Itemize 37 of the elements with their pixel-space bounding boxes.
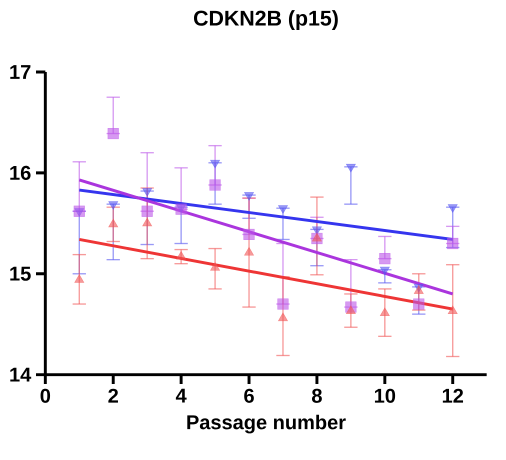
point <box>278 312 288 322</box>
point <box>142 188 152 197</box>
point <box>244 192 254 201</box>
point <box>142 206 153 217</box>
x-tick-label: 0 <box>40 388 50 403</box>
point <box>244 246 254 256</box>
point <box>176 251 186 260</box>
y-tick-label: 14 <box>10 368 32 382</box>
y-tick-label: 17 <box>10 65 30 79</box>
point <box>413 298 424 310</box>
x-tick-label: 4 <box>176 388 187 402</box>
point <box>210 262 220 271</box>
x-tick-label: 12 <box>442 388 464 403</box>
x-tick-label: 8 <box>312 388 322 403</box>
x-tick-label: 10 <box>374 388 396 403</box>
point <box>346 306 356 314</box>
point <box>346 164 356 172</box>
point <box>380 308 390 316</box>
point <box>74 274 84 283</box>
chart-title: CDKN2B (p15) <box>194 10 338 30</box>
point <box>447 238 458 250</box>
x-tick-label: 2 <box>108 388 118 403</box>
point <box>278 205 288 214</box>
point <box>277 298 289 310</box>
y-tick-label: 15 <box>10 266 31 281</box>
point <box>379 253 390 264</box>
point <box>312 226 322 235</box>
point <box>108 201 118 210</box>
point <box>210 160 220 168</box>
point <box>209 179 221 191</box>
y-tick-label: 16 <box>10 166 31 180</box>
x-axis-title: Passage number <box>187 414 346 434</box>
point <box>243 228 255 240</box>
point <box>74 206 85 217</box>
point <box>448 204 458 213</box>
x-tick-label: 6 <box>244 388 254 403</box>
point <box>448 306 458 314</box>
